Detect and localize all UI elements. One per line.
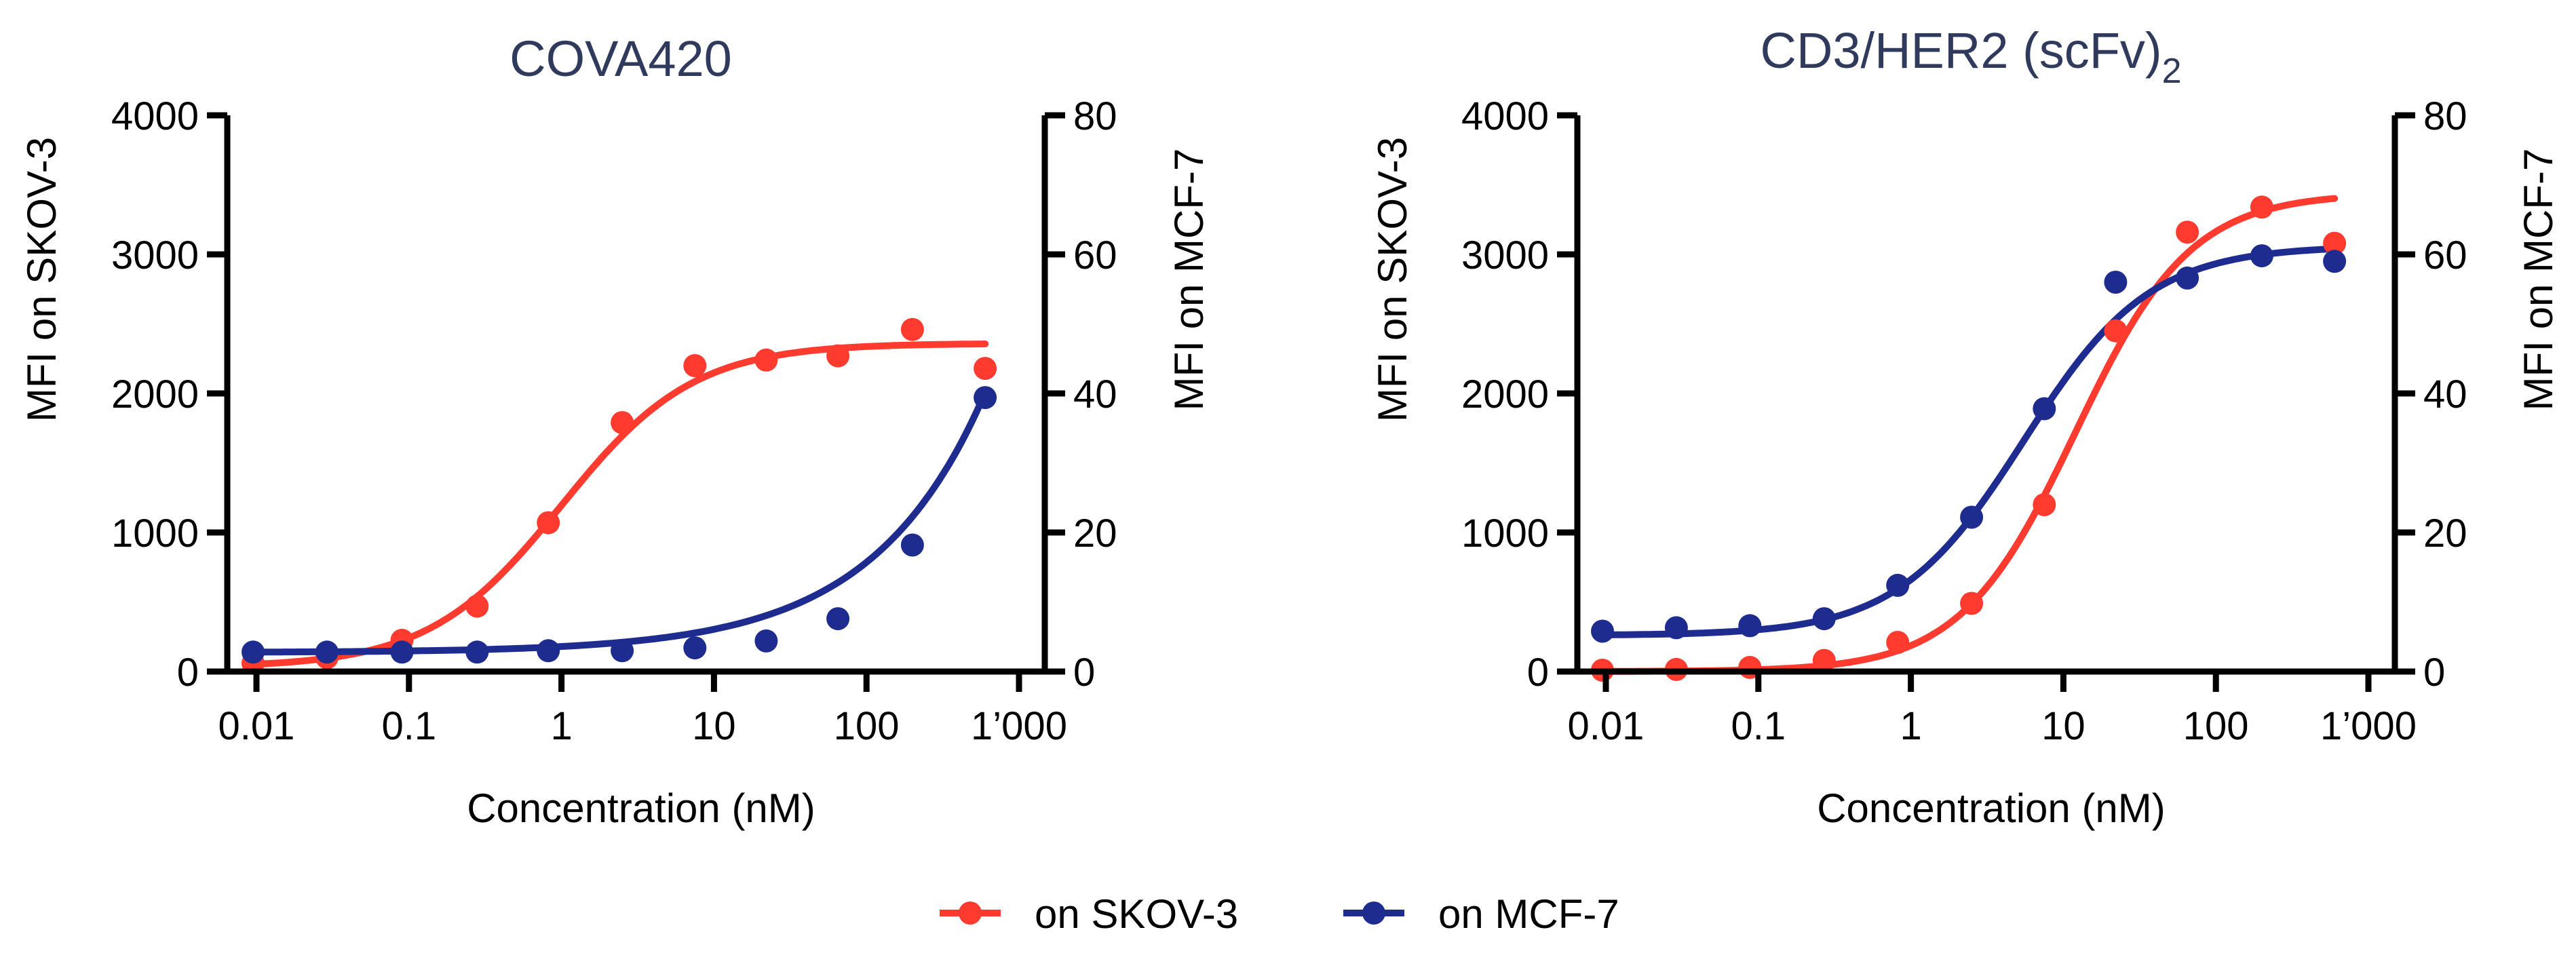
data-point-skov3 [754, 348, 778, 372]
data-point-mcf7 [537, 639, 560, 663]
y2-tick-label: 40 [2423, 372, 2467, 416]
data-point-skov3 [537, 511, 560, 535]
data-point-mcf7 [754, 629, 778, 653]
data-point-mcf7 [900, 533, 924, 557]
y2-tick-label: 60 [2423, 233, 2467, 277]
data-point-mcf7 [826, 607, 850, 631]
x-tick-label: 10 [2041, 704, 2085, 748]
data-point-mcf7 [2323, 250, 2347, 273]
x-tick-label: 1’000 [2320, 704, 2417, 748]
y2-tick-label: 80 [1073, 94, 1117, 138]
data-point-mcf7 [242, 640, 265, 664]
data-point-skov3 [2033, 493, 2056, 516]
y2-tick-label: 20 [2423, 511, 2467, 556]
y-tick-label: 3000 [1461, 233, 1549, 277]
data-point-mcf7 [974, 386, 997, 410]
axes: 0 1000 2000 3000 4000 0 20 40 60 80 0.01 0.1 1 10 100 1… [111, 94, 1117, 748]
axes: 0 1000 2000 3000 4000 0 20 40 60 80 0.01 0.1 1 10 100 1… [1461, 94, 2467, 748]
legend-label-mcf7: on MCF-7 [1438, 891, 1619, 937]
fit-curves [250, 341, 989, 668]
data-point-mcf7 [390, 640, 414, 664]
y-tick-label: 1000 [111, 511, 199, 556]
x-tick-label: 0.1 [381, 704, 436, 748]
y2-axis-label: MFI on MCF-7 [1166, 149, 1212, 411]
data-point-skov3 [974, 357, 997, 381]
data-point-skov3 [1886, 631, 1910, 654]
legend-swatch-marker-skov3 [959, 901, 982, 925]
legend-label-skov3: on SKOV-3 [1035, 891, 1238, 937]
y-axis-label: MFI on SKOV-3 [19, 137, 64, 422]
x-tick-label: 100 [2183, 704, 2249, 748]
chart-title-main: CD3/HER2 (scFv) [1761, 22, 2162, 79]
y2-tick-label: 40 [1073, 372, 1117, 416]
y-tick-label: 2000 [1461, 372, 1549, 416]
y2-tick-label: 20 [1073, 511, 1117, 556]
y-tick-label: 0 [177, 651, 199, 695]
y-axis-label: MFI on SKOV-3 [1370, 137, 1415, 422]
legend: on SKOV-3 on MCF-7 [940, 891, 1619, 937]
x-axis-label: Concentration (nM) [1817, 785, 2166, 831]
y-tick-label: 0 [1527, 651, 1549, 695]
y2-tick-label: 0 [2423, 651, 2445, 695]
y-tick-label: 3000 [111, 233, 199, 277]
data-point-mcf7 [1886, 573, 1910, 597]
data-point-mcf7 [1738, 614, 1762, 638]
data-point-mcf7 [2104, 271, 2128, 294]
data-point-mcf7 [1960, 505, 1984, 529]
fit-curve-mcf7 [1599, 245, 2339, 638]
data-point-skov3 [1812, 648, 1836, 672]
x-tick-label: 100 [834, 704, 900, 748]
data-point-skov3 [2176, 220, 2199, 244]
data-point-skov3 [465, 594, 489, 618]
chart-title: CD3/HER2 (scFv)2 [1761, 22, 2182, 91]
y-tick-label: 4000 [111, 94, 199, 138]
data-point-mcf7 [2033, 397, 2056, 421]
y2-tick-label: 0 [1073, 651, 1095, 695]
data-point-skov3 [826, 344, 850, 368]
data-point-mcf7 [1664, 616, 1688, 640]
data-point-skov3 [2323, 231, 2347, 255]
data-points [1591, 195, 2347, 682]
x-tick-label: 0.01 [218, 704, 295, 748]
data-point-mcf7 [2176, 266, 2199, 290]
data-point-skov3 [900, 317, 924, 341]
data-point-mcf7 [315, 640, 339, 664]
legend-swatch-marker-mcf7 [1362, 901, 1385, 925]
data-points [242, 317, 997, 675]
data-point-mcf7 [1812, 607, 1836, 631]
y-tick-label: 1000 [1461, 511, 1549, 556]
x-tick-label: 1 [550, 704, 572, 748]
data-point-skov3 [2104, 319, 2128, 343]
legend-item-skov3: on SKOV-3 [940, 891, 1238, 937]
data-point-skov3 [611, 411, 634, 434]
chart-title: COVA420 [510, 31, 732, 87]
data-point-mcf7 [611, 639, 634, 663]
data-point-skov3 [1960, 591, 1984, 615]
x-tick-label: 0.01 [1568, 704, 1645, 748]
x-axis-label: Concentration (nM) [467, 785, 815, 831]
y2-axis-label: MFI on MCF-7 [2516, 149, 2561, 411]
data-point-skov3 [2250, 195, 2273, 219]
data-point-mcf7 [683, 636, 707, 660]
chart-title-subscript: 2 [2162, 52, 2182, 91]
y-tick-label: 2000 [111, 372, 199, 416]
data-point-skov3 [683, 354, 707, 377]
x-tick-label: 0.1 [1731, 704, 1786, 748]
x-tick-label: 10 [692, 704, 736, 748]
x-tick-label: 1 [1900, 704, 1921, 748]
fit-curve-skov3 [250, 341, 989, 668]
y2-tick-label: 60 [1073, 233, 1117, 277]
data-point-mcf7 [465, 640, 489, 664]
y-tick-label: 4000 [1461, 94, 1549, 138]
legend-item-mcf7: on MCF-7 [1343, 891, 1619, 937]
data-point-mcf7 [1591, 619, 1614, 643]
chart-cd3-her2: CD3/HER2 (scFv)2 0 1000 2000 3000 4000 0 20 40 6… [1370, 22, 2561, 831]
y2-tick-label: 80 [2423, 94, 2467, 138]
data-point-mcf7 [2250, 244, 2273, 268]
x-tick-label: 1’000 [971, 704, 1067, 748]
chart-cova420: COVA420 0 1000 2000 3000 4000 0 20 40 60 80 0.01 0.… [19, 31, 1212, 831]
